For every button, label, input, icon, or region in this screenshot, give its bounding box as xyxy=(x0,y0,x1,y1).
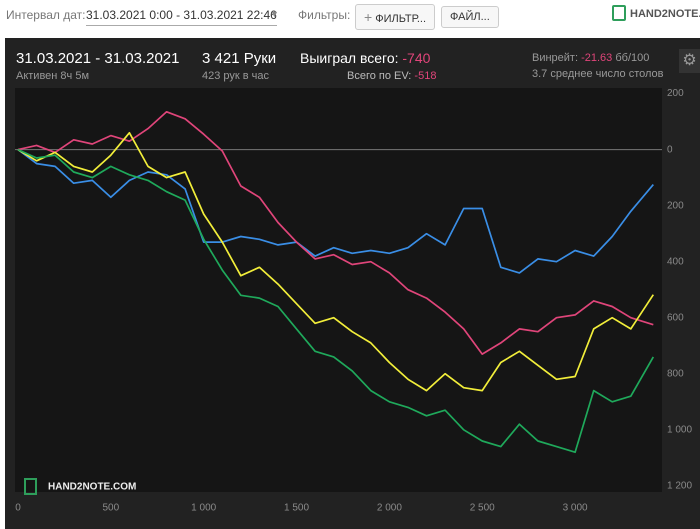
x-tick-label: 1 000 xyxy=(191,503,216,514)
y-tick-label: 0 xyxy=(667,144,673,155)
winrate-unit: бб/100 xyxy=(615,52,650,64)
dropdown-arrow[interactable]: ▼ xyxy=(270,9,279,19)
winrate: Винрейт: -21.63 бб/100 xyxy=(532,52,649,64)
y-tick-label: 1 200 xyxy=(667,480,692,491)
ev: Всего по EV: -518 xyxy=(347,70,436,82)
ev-value: -518 xyxy=(414,70,437,82)
won: Выиграл всего: -740 xyxy=(300,50,430,66)
y-tick-label: 1 000 xyxy=(667,424,692,435)
tables: 3.7 среднее число столов xyxy=(532,68,664,80)
watermark-icon xyxy=(24,478,37,495)
series-line xyxy=(17,148,655,454)
filter-button[interactable]: + ФИЛЬТР... xyxy=(355,4,436,30)
hands-per-hour: 423 рук в час xyxy=(202,70,270,82)
settings-button[interactable]: ⚙ xyxy=(679,49,700,73)
y-tick-label: 200 xyxy=(667,88,684,99)
ev-label: Всего по EV: xyxy=(347,70,412,82)
filters-label: Фильтры: xyxy=(298,8,351,22)
watermark: HAND2NOTE.COM xyxy=(48,482,136,493)
x-tick-label: 2 500 xyxy=(470,503,495,514)
date-label: Интервал дат: xyxy=(6,8,86,22)
period: 31.03.2021 - 31.03.2021 xyxy=(16,50,180,67)
x-tick-label: 1 500 xyxy=(284,503,309,514)
x-tick-label: 2 000 xyxy=(377,503,402,514)
logo-icon xyxy=(612,5,626,21)
y-tick-label: 200 xyxy=(667,200,684,211)
series-line xyxy=(17,148,654,274)
filter-text: ФИЛЬТР... xyxy=(375,13,427,25)
y-tick-label: 800 xyxy=(667,368,684,379)
series-line xyxy=(17,131,655,392)
winrate-value: -21.63 xyxy=(581,52,613,64)
won-value: -740 xyxy=(402,50,431,66)
x-tick-label: 3 000 xyxy=(563,503,588,514)
won-label: Выиграл всего: xyxy=(300,50,399,66)
date-range[interactable]: 31.03.2021 0:00 - 31.03.2021 22:46 xyxy=(86,8,277,26)
x-tick-label: 500 xyxy=(103,503,120,514)
y-tick-label: 400 xyxy=(667,256,684,267)
y-tick-label: 600 xyxy=(667,312,684,323)
x-tick-label: 0 xyxy=(15,503,21,514)
plot-area xyxy=(15,88,662,492)
plus: + xyxy=(364,9,373,25)
file-button[interactable]: ФАЙЛ... xyxy=(441,6,499,28)
hands: 3 421 Руки xyxy=(202,50,277,67)
winrate-label: Винрейт: xyxy=(532,52,579,64)
active: Активен 8ч 5м xyxy=(16,70,90,82)
logo: HAND2NOTE.C xyxy=(630,8,700,20)
